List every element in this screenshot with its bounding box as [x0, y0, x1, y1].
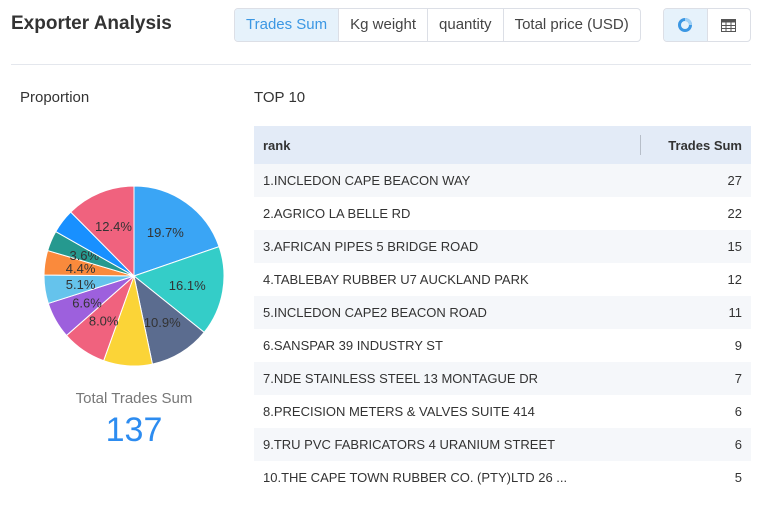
row-value: 9	[734, 338, 742, 353]
table-row[interactable]: 1.INCLEDON CAPE BEACON WAY 27	[254, 164, 751, 197]
pie-slice-label: 10.9%	[144, 315, 181, 330]
row-name: 6.SANSPAR 39 INDUSTRY ST	[263, 338, 443, 353]
row-name: 3.AFRICAN PIPES 5 BRIDGE ROAD	[254, 230, 641, 263]
pie-slice-label: 4.4%	[66, 261, 96, 276]
table-row[interactable]: 9.TRU PVC FABRICATORS 4 URANIUM STREET 6	[254, 428, 751, 461]
column-header-trades-sum[interactable]: Trades Sum	[640, 126, 751, 164]
row-name: 9.TRU PVC FABRICATORS 4 URANIUM STREET	[254, 428, 641, 461]
pie-slice-label: 8.0%	[89, 314, 119, 329]
row-name: 7.NDE STAINLESS STEEL 13 MONTAGUE DR	[254, 362, 641, 395]
table-row[interactable]: 3.AFRICAN PIPES 5 BRIDGE ROAD 15	[254, 230, 751, 263]
column-header-rank[interactable]: rank	[254, 126, 641, 164]
pie-slice-label: 6.6%	[72, 296, 102, 311]
row-name: 5.INCLEDON CAPE2 BEACON ROAD	[254, 296, 641, 329]
pie-view-button[interactable]	[664, 9, 707, 41]
total-label: Total Trades Sum	[75, 390, 193, 407]
proportion-title: Proportion	[20, 89, 90, 106]
table-row[interactable]: 4.TABLEBAY RUBBER U7 AUCKLAND PARK 12	[254, 263, 751, 296]
table-row[interactable]: 2.AGRICO LA BELLE RD 22	[254, 197, 751, 230]
tab-total-price[interactable]: Total price (USD)	[514, 16, 629, 33]
pie-slice[interactable]	[70, 185, 135, 278]
view-toggle	[663, 8, 751, 42]
row-name: 8.PRECISION METERS & VALVES SUITE 414	[263, 404, 535, 419]
row-value: 11	[640, 296, 751, 329]
table-row[interactable]: 10.THE CAPE TOWN RUBBER CO. (PTY)LTD 26 …	[254, 461, 751, 494]
row-value: 22	[727, 206, 742, 221]
row-name: 1.INCLEDON CAPE BEACON WAY	[254, 164, 641, 197]
tab-quantity[interactable]: quantity	[428, 9, 504, 41]
page-title: Exporter Analysis	[11, 13, 172, 34]
row-value: 7	[640, 362, 751, 395]
pie-chart: 19.7%16.1%10.9%8.0%6.6%5.1%4.4%3.6%12.4%	[43, 185, 225, 367]
top10-table: rank Trades Sum 1.INCLEDON CAPE BEACON W…	[254, 126, 751, 494]
pie-slice-label: 5.1%	[66, 277, 96, 292]
tab-kg-weight[interactable]: Kg weight	[339, 9, 429, 41]
row-name: 2.AGRICO LA BELLE RD	[263, 206, 411, 221]
total-value: 137	[105, 411, 163, 449]
table-row[interactable]: 6.SANSPAR 39 INDUSTRY ST 9	[254, 329, 751, 362]
row-value: 6	[640, 428, 751, 461]
top10-title: TOP 10	[254, 89, 306, 106]
row-value: 27	[640, 164, 751, 197]
table-row[interactable]: 7.NDE STAINLESS STEEL 13 MONTAGUE DR 7	[254, 362, 751, 395]
row-value: 5	[734, 470, 742, 485]
row-name: 4.TABLEBAY RUBBER U7 AUCKLAND PARK	[263, 272, 529, 287]
pie-slice-label: 16.1%	[169, 278, 206, 293]
table-row[interactable]: 8.PRECISION METERS & VALVES SUITE 414 6	[254, 395, 751, 428]
table-header-row: rank Trades Sum	[254, 126, 751, 164]
pie-slice-label: 19.7%	[147, 225, 184, 240]
table-view-button[interactable]	[706, 9, 751, 41]
header-divider	[11, 64, 751, 65]
table-row[interactable]: 5.INCLEDON CAPE2 BEACON ROAD 11	[254, 296, 751, 329]
row-value: 6	[734, 404, 742, 419]
pie-slice-label: 12.4%	[95, 219, 132, 234]
row-value: 15	[640, 230, 751, 263]
row-name: 10.THE CAPE TOWN RUBBER CO. (PTY)LTD 26 …	[263, 470, 568, 485]
table-icon	[721, 18, 737, 32]
metric-tabs: Trades Sum Kg weight quantity Total pric…	[234, 8, 641, 42]
tab-trades-sum[interactable]: Trades Sum	[235, 9, 340, 41]
row-value: 12	[727, 272, 742, 287]
pie-chart-icon	[678, 18, 693, 32]
pie-slice[interactable]	[132, 245, 225, 334]
